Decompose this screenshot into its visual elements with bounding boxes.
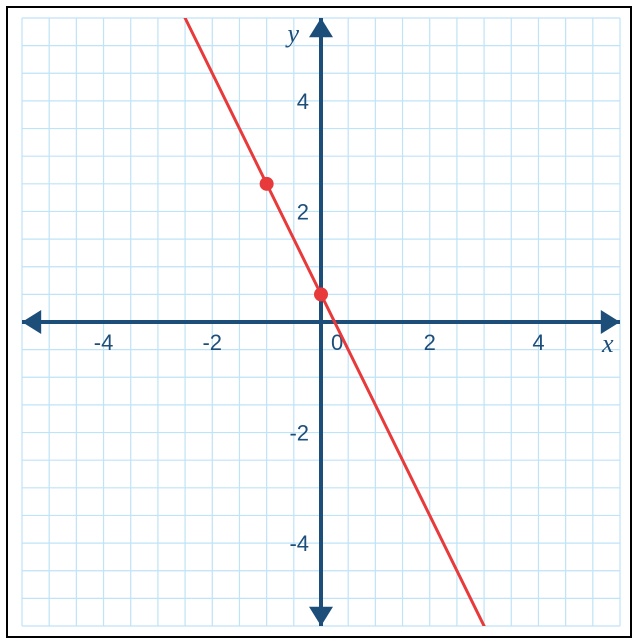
chart-border (6, 6, 632, 638)
chart-frame: -4-2024-4-224yx (0, 0, 638, 644)
